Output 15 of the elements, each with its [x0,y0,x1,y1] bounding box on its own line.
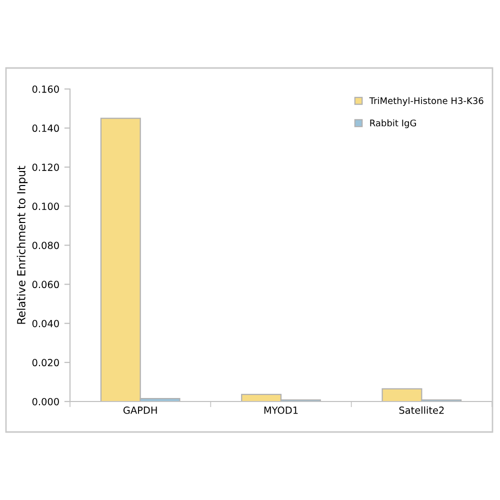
legend-label: Rabbit IgG [370,119,416,128]
y-tick-label: 0.100 [32,202,59,210]
y-tick-label: 0.160 [32,85,59,93]
y-tick-label: 0.040 [32,320,59,328]
x-tick-label: MYOD1 [264,406,298,414]
y-tick-label: 0.060 [32,280,59,288]
y-axis-title: Relative Enrichment to Input [16,166,28,324]
y-tick-label: 0.140 [32,124,59,132]
y-tick-label: 0.020 [32,358,59,366]
x-tick-label: Satellite2 [399,406,444,414]
x-tick-label: GAPDH [123,406,157,414]
legend-label: TriMethyl-Histone H3-K36 [369,97,484,106]
y-tick-label: 0.120 [32,164,59,171]
y-tick-label: 0.000 [32,398,59,406]
y-tick-label: 0.080 [32,242,59,250]
